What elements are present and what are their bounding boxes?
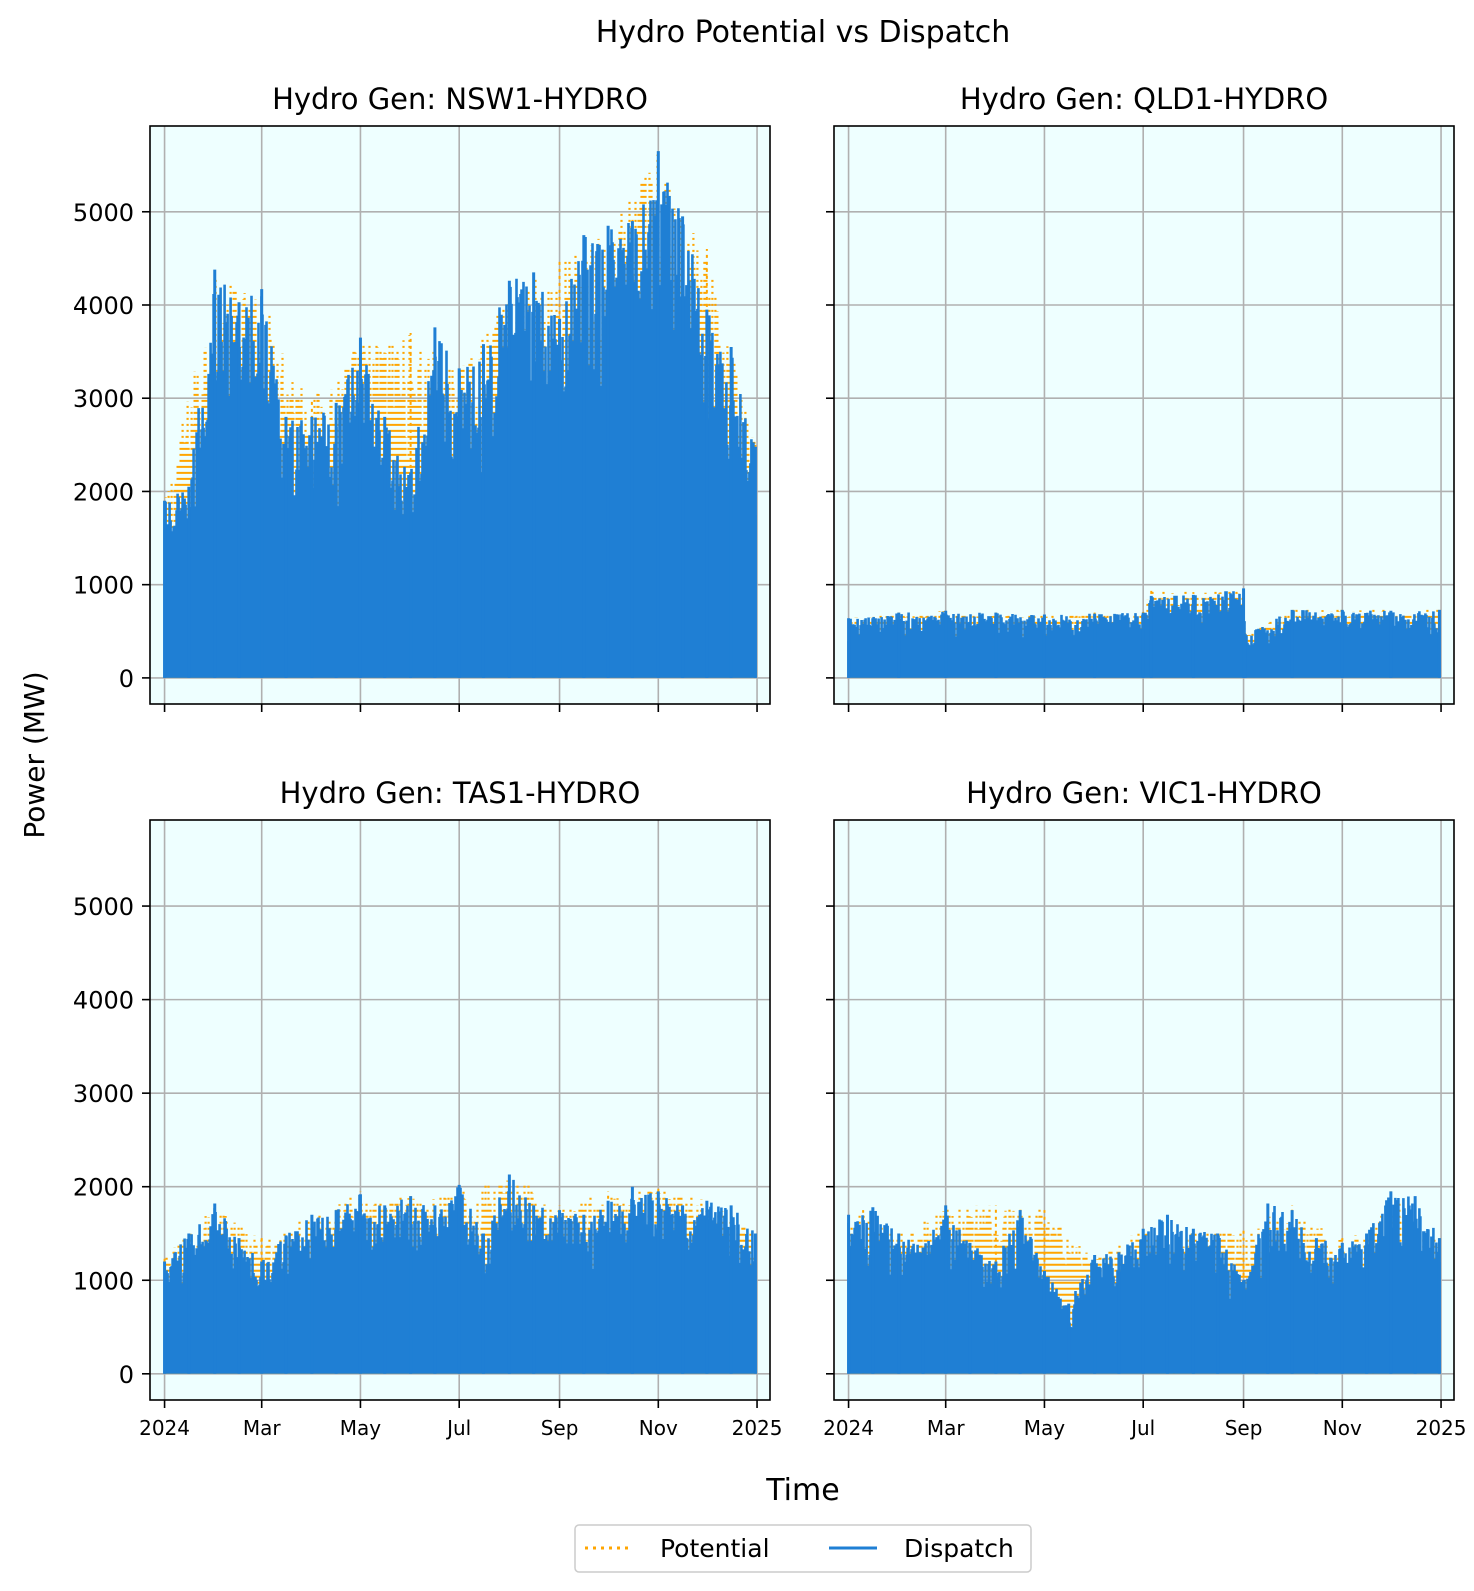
- panel-1: Hydro Gen: QLD1-HYDRO: [826, 82, 1455, 712]
- legend-potential-label: Potential: [660, 1534, 770, 1563]
- y-tick-label: 4000: [73, 987, 134, 1015]
- y-tick-label: 1000: [73, 572, 134, 600]
- figure-title: Hydro Potential vs Dispatch: [596, 15, 1011, 50]
- axes-frame: [149, 125, 771, 705]
- axes-frame: [149, 819, 771, 1401]
- series-group: [163, 1172, 757, 1374]
- legend-box: [574, 1524, 1032, 1573]
- x-tick-label: 2024: [823, 1416, 874, 1440]
- x-tick-label: May: [340, 1416, 382, 1440]
- x-tick-label: 2024: [139, 1416, 190, 1440]
- panel-title: Hydro Gen: TAS1-HYDRO: [280, 776, 641, 810]
- x-tick-label: May: [1024, 1416, 1066, 1440]
- x-tick-label: Sep: [1225, 1416, 1263, 1440]
- panel-2: 2024 Mar May Jul Sep Nov 2025 0 1000 2000 3000 4000…: [73, 776, 783, 1440]
- x-tick-label: Jul: [445, 1416, 471, 1440]
- x-tick-label: Sep: [541, 1416, 579, 1440]
- x-tick-label: 2025: [732, 1416, 783, 1440]
- panel-0: 0 1000 2000 3000 4000 5000 Hydro Gen: NSW1-HYD…: [73, 82, 771, 712]
- series-group: [163, 151, 757, 678]
- y-tick-label: 4000: [73, 292, 134, 320]
- y-tick-label: 5000: [73, 893, 134, 921]
- figure-xlabel: Time: [765, 1473, 839, 1508]
- plot-area: [834, 126, 1454, 704]
- panel-3: 2024 Mar May Jul Sep Nov 2025 Hydro Gen: VIC1-H…: [823, 776, 1466, 1440]
- axes-frame: [833, 125, 1455, 705]
- panel-title: Hydro Gen: NSW1-HYDRO: [272, 82, 648, 116]
- x-tick-label: 2025: [1416, 1416, 1467, 1440]
- x-tick-label: Mar: [243, 1416, 282, 1440]
- x-tick-label: Mar: [927, 1416, 966, 1440]
- series-group: [847, 1191, 1441, 1374]
- y-tick-label: 0: [119, 1361, 134, 1389]
- figure-ylabel: Power (MW): [18, 671, 51, 838]
- legend-dispatch-label: Dispatch: [904, 1534, 1014, 1563]
- legend: Potential Dispatch: [574, 1524, 1032, 1573]
- y-tick-label: 2000: [73, 478, 134, 506]
- axes-frame: [833, 819, 1455, 1401]
- y-tick-label: 3000: [73, 1080, 134, 1108]
- x-tick-label: Jul: [1129, 1416, 1155, 1440]
- panels-group: 0 1000 2000 3000 4000 5000 Hydro Gen: NSW1-HYD…: [73, 82, 1467, 1440]
- panel-title: Hydro Gen: QLD1-HYDRO: [960, 82, 1328, 116]
- y-tick-label: 2000: [73, 1174, 134, 1202]
- x-tick-label: Nov: [639, 1416, 678, 1440]
- y-tick-label: 0: [119, 665, 134, 693]
- y-tick-label: 5000: [73, 199, 134, 227]
- y-tick-label: 1000: [73, 1267, 134, 1295]
- x-tick-label: Nov: [1323, 1416, 1362, 1440]
- series-group: [847, 588, 1441, 678]
- y-tick-label: 3000: [73, 385, 134, 413]
- panel-title: Hydro Gen: VIC1-HYDRO: [966, 776, 1322, 810]
